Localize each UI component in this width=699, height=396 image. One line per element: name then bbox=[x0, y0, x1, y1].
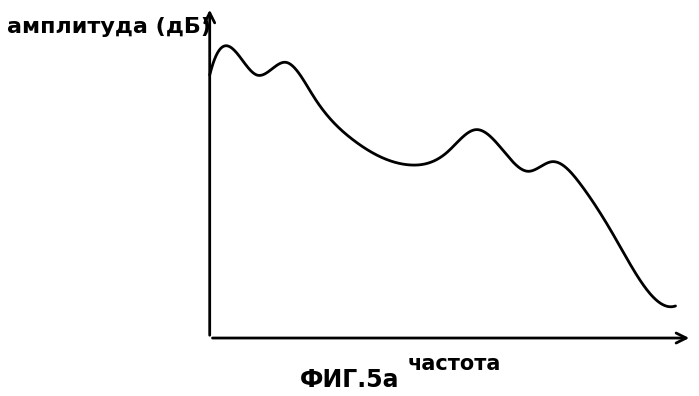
Text: амплитуда (дБ): амплитуда (дБ) bbox=[7, 17, 211, 38]
Text: ФИГ.5а: ФИГ.5а bbox=[300, 368, 399, 392]
Text: частота: частота bbox=[408, 354, 501, 374]
